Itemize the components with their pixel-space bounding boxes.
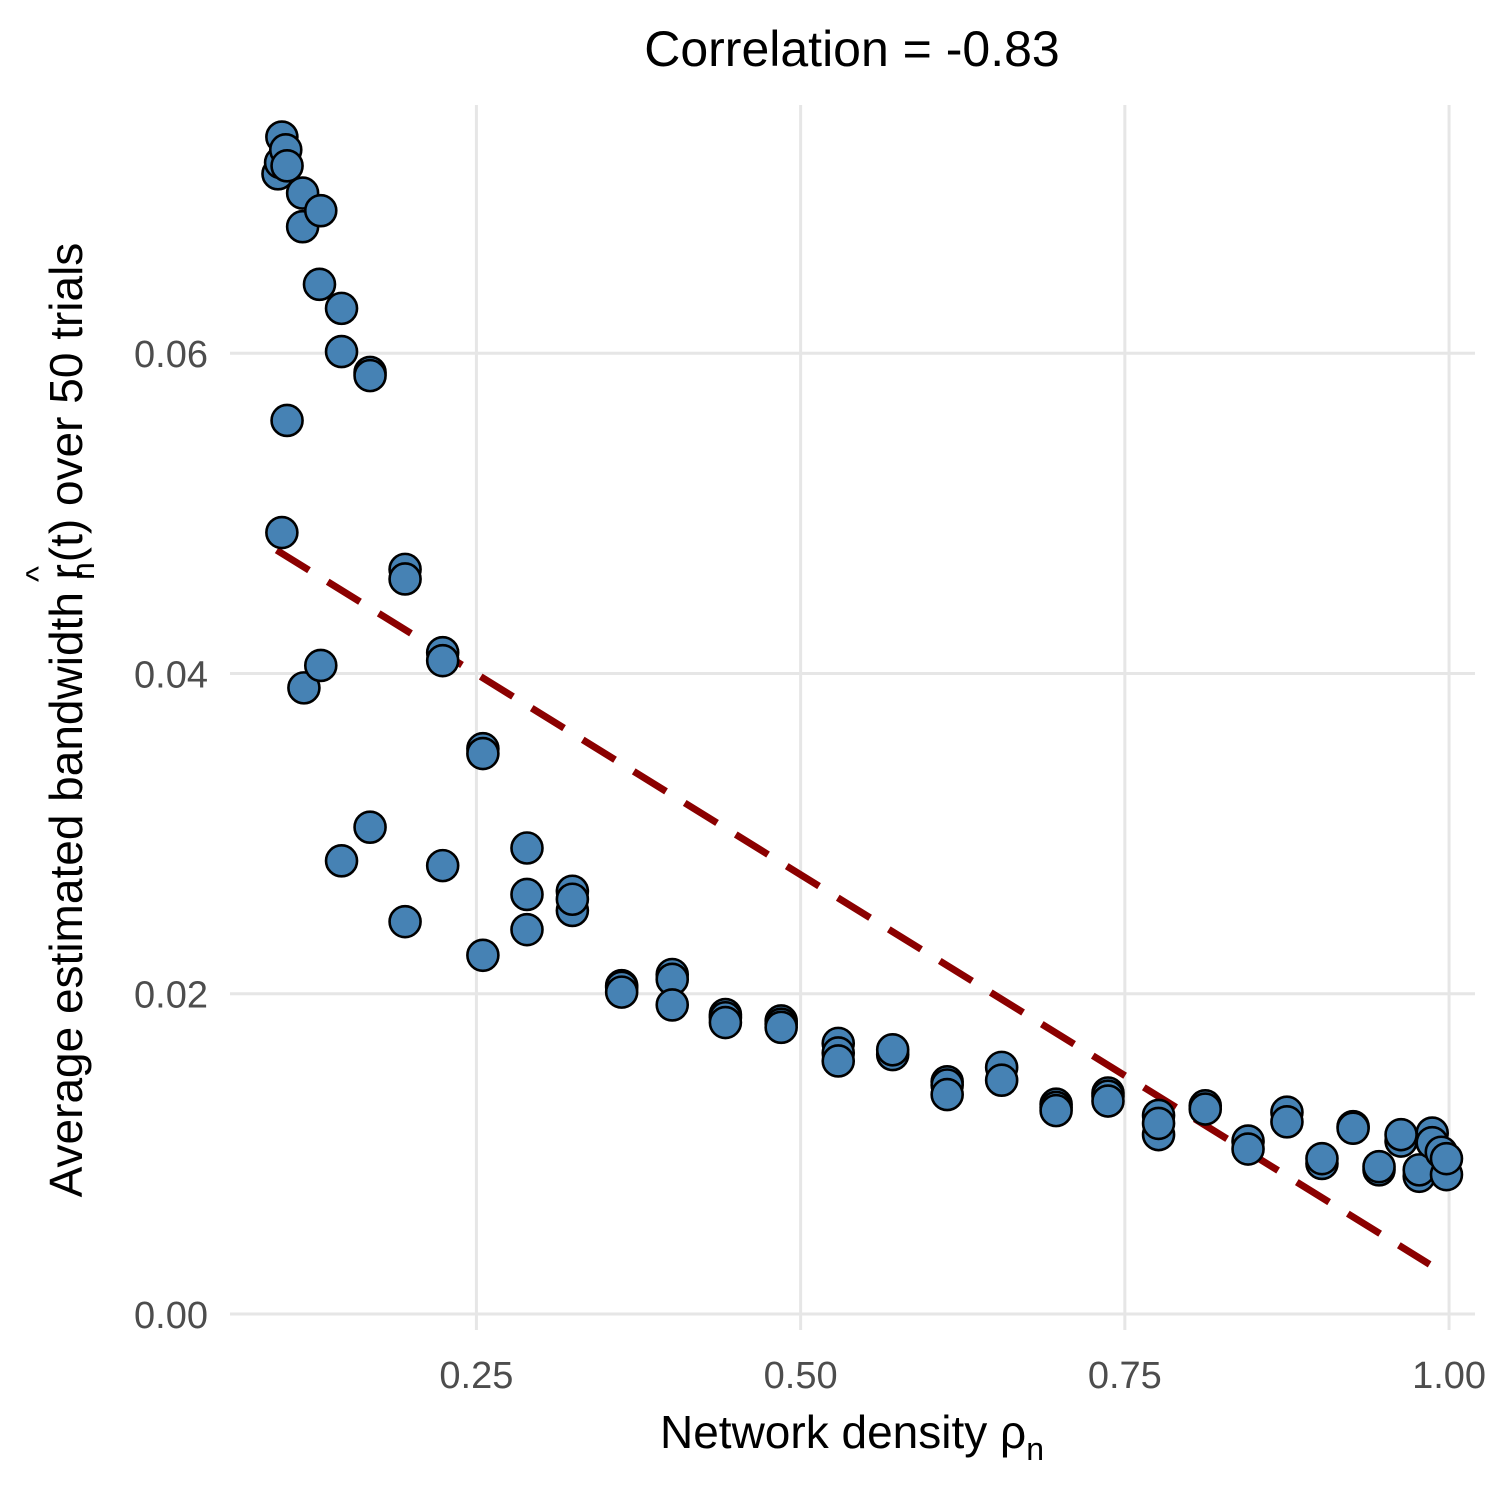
data-point — [1336, 1111, 1370, 1146]
x-tick-label: 0.25 — [439, 1355, 513, 1397]
data-point — [287, 671, 321, 705]
data-point — [510, 912, 544, 947]
x-axis-title-symbol: ρ — [1000, 1406, 1026, 1458]
data-point — [302, 267, 337, 302]
data-point — [324, 844, 359, 878]
data-point — [425, 643, 460, 678]
data-point — [388, 904, 422, 939]
y-tick-labels: 0.00 0.02 0.04 0.06 — [134, 334, 208, 1337]
data-point — [604, 975, 639, 1009]
y-axis-title: Average estimated bandwidth r^ n(t) over … — [20, 243, 101, 1198]
grid-lines — [230, 105, 1475, 1330]
data-point — [555, 882, 590, 917]
data-point — [1384, 1117, 1418, 1152]
data-point — [1141, 1106, 1176, 1141]
data-point — [388, 562, 422, 596]
data-point — [1188, 1092, 1223, 1126]
x-tick-label: 0.50 — [764, 1355, 838, 1397]
y-axis-title-subscript: n — [65, 562, 101, 580]
data-point — [984, 1063, 1019, 1097]
y-tick-label: 0.00 — [134, 1295, 208, 1337]
data-point — [1091, 1084, 1125, 1118]
data-point — [270, 149, 304, 183]
data-points — [261, 120, 1464, 1194]
data-point — [708, 1005, 743, 1040]
data-point — [303, 193, 338, 228]
data-point — [1270, 1105, 1304, 1139]
data-point — [930, 1077, 964, 1112]
data-point — [1362, 1149, 1396, 1184]
data-point — [270, 403, 304, 438]
y-axis-title-hat: ^ — [20, 566, 58, 582]
data-point — [265, 515, 299, 550]
x-axis-title: Network density ρn — [660, 1406, 1044, 1467]
data-point — [466, 938, 500, 973]
y-axis-title-symbol: r — [40, 564, 92, 579]
data-point — [764, 1010, 798, 1045]
data-point — [324, 291, 359, 326]
data-point — [324, 334, 359, 369]
data-point — [1429, 1141, 1464, 1176]
data-point — [353, 810, 387, 844]
data-point — [510, 877, 544, 912]
y-axis-title-group: Average estimated bandwidth r^ n(t) over … — [20, 243, 101, 1198]
data-point — [1231, 1132, 1265, 1166]
trend-line — [274, 547, 1432, 1268]
y-tick-label: 0.02 — [134, 975, 208, 1017]
data-point — [875, 1032, 910, 1067]
data-point — [655, 988, 690, 1022]
y-axis-title-suffix: (t) over 50 trials — [40, 243, 92, 563]
data-point — [303, 648, 338, 683]
x-tick-label: 0.75 — [1088, 1355, 1162, 1397]
y-axis-title-prefix: Average estimated bandwidth — [40, 579, 92, 1197]
data-point — [466, 736, 500, 771]
chart-title: Correlation = -0.83 — [644, 21, 1060, 77]
data-point — [1305, 1141, 1339, 1176]
y-tick-label: 0.04 — [134, 654, 208, 696]
data-point — [353, 358, 387, 393]
x-axis-title-subscript: n — [1026, 1431, 1044, 1467]
x-tick-label: 1.00 — [1412, 1355, 1486, 1397]
y-tick-label: 0.06 — [134, 334, 208, 376]
trend-line-layer — [274, 547, 1432, 1268]
data-point — [510, 831, 544, 865]
x-axis-title-main: Network density — [660, 1406, 1000, 1458]
data-point — [425, 848, 460, 883]
x-tick-labels: 0.25 0.50 0.75 1.00 — [439, 1355, 1486, 1397]
data-point — [1039, 1093, 1073, 1128]
data-point — [821, 1044, 856, 1078]
